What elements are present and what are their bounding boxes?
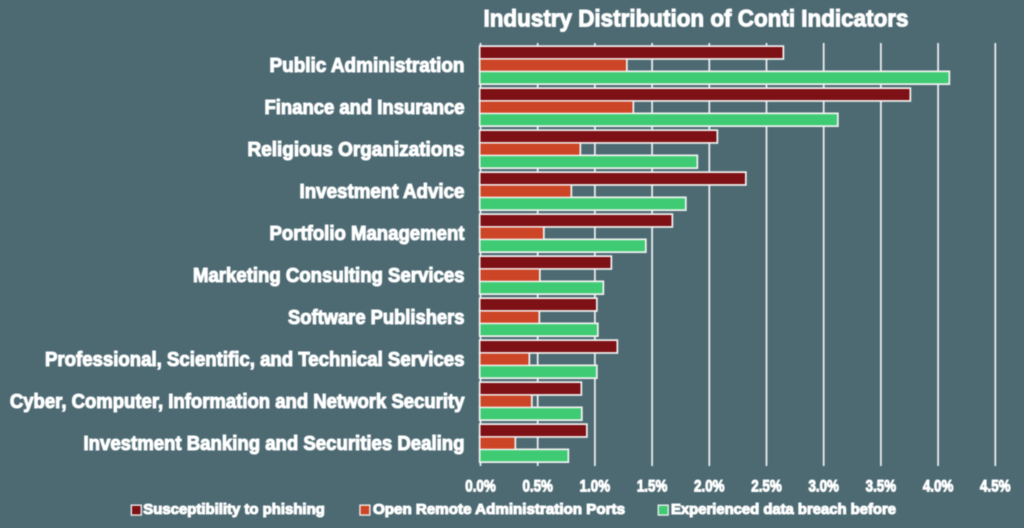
svg-text:Public Administration: Public Administration [270,55,465,77]
svg-text:Marketing Consulting Services: Marketing Consulting Services [193,265,465,287]
svg-text:2.0%: 2.0% [694,477,725,496]
svg-text:2.5%: 2.5% [751,477,782,496]
svg-text:3.5%: 3.5% [866,477,897,496]
svg-text:Susceptibility to phishing: Susceptibility to phishing [143,502,325,518]
svg-text:Investment Banking and Securit: Investment Banking and Securities Dealin… [84,433,465,455]
svg-text:Open Remote Administration Por: Open Remote Administration Ports [373,502,625,518]
svg-text:1.5%: 1.5% [637,477,668,496]
svg-text:4.0%: 4.0% [923,477,954,496]
svg-text:Industry Distribution of Conti: Industry Distribution of Conti Indicator… [484,6,909,33]
svg-text:3.0%: 3.0% [808,477,839,496]
svg-text:0.0%: 0.0% [465,477,496,496]
svg-text:Software Publishers: Software Publishers [288,307,465,329]
svg-text:Cyber, Computer, Information a: Cyber, Computer, Information and Network… [10,391,465,413]
svg-text:Portfolio Management: Portfolio Management [270,223,465,245]
svg-text:Experienced data breach before: Experienced data breach before [671,502,896,518]
svg-text:Finance and Insurance: Finance and Insurance [265,97,465,119]
svg-text:1.0%: 1.0% [580,477,611,496]
svg-text:Professional, Scientific, and: Professional, Scientific, and Technical … [45,349,465,371]
svg-text:4.5%: 4.5% [980,477,1011,496]
svg-text:0.5%: 0.5% [522,477,553,496]
svg-text:Investment Advice: Investment Advice [300,181,465,203]
svg-text:Religious Organizations: Religious Organizations [248,139,465,161]
